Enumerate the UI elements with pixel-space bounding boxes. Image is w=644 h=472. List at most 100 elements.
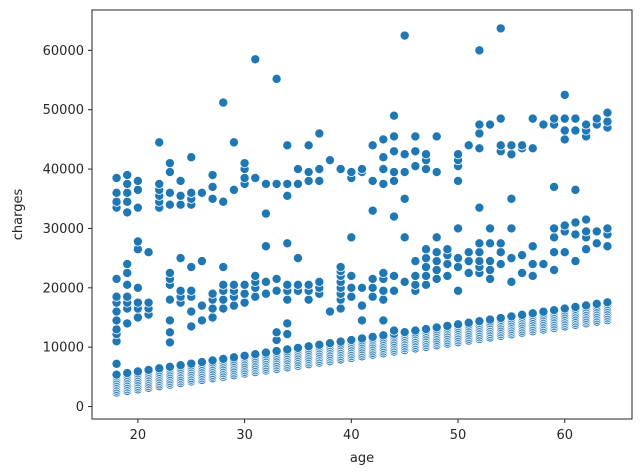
data-point — [143, 364, 154, 375]
data-point — [431, 264, 442, 275]
data-point — [389, 167, 400, 178]
data-point — [282, 329, 293, 340]
data-point — [474, 45, 485, 56]
data-point — [292, 279, 303, 290]
data-point — [164, 158, 175, 169]
data-point — [570, 256, 581, 267]
data-point — [559, 220, 570, 231]
data-point — [378, 267, 389, 278]
data-point — [389, 110, 400, 121]
y-axis: 0 10000 20000 30000 40000 50000 60000 — [43, 44, 92, 415]
data-point — [111, 358, 122, 369]
data-point — [228, 300, 239, 311]
data-point — [485, 119, 496, 130]
data-point — [495, 238, 506, 249]
data-point — [506, 149, 517, 160]
data-point — [421, 149, 432, 160]
data-point — [506, 253, 517, 264]
data-point — [154, 137, 165, 148]
data-point — [549, 264, 560, 275]
data-point — [570, 184, 581, 195]
y-tick-label: 20000 — [43, 281, 84, 296]
data-point — [132, 312, 143, 323]
data-point — [218, 262, 229, 273]
data-point — [431, 256, 442, 267]
data-point — [282, 190, 293, 201]
data-point — [303, 341, 314, 352]
data-point — [581, 300, 592, 311]
data-point — [271, 178, 282, 189]
data-point — [463, 247, 474, 258]
data-point — [559, 113, 570, 124]
data-point — [506, 276, 517, 287]
data-point — [399, 232, 410, 243]
data-point — [132, 297, 143, 308]
data-point — [538, 259, 549, 270]
data-point — [485, 238, 496, 249]
data-point — [175, 199, 186, 210]
data-point — [378, 285, 389, 296]
data-point — [196, 256, 207, 267]
data-point — [506, 311, 517, 322]
data-point — [474, 247, 485, 258]
data-point — [591, 226, 602, 237]
data-point — [442, 244, 453, 255]
y-tick-label: 30000 — [43, 222, 84, 237]
data-point — [154, 363, 165, 374]
y-axis-label: charges — [11, 189, 26, 241]
data-point — [442, 320, 453, 331]
x-tick-label: 50 — [450, 428, 467, 443]
data-point — [485, 264, 496, 275]
data-point — [474, 143, 485, 154]
data-point — [122, 187, 133, 198]
data-point — [111, 306, 122, 317]
data-point — [389, 211, 400, 222]
data-point — [111, 196, 122, 207]
data-point — [495, 140, 506, 151]
data-point — [271, 273, 282, 284]
data-point — [164, 294, 175, 305]
data-point — [335, 164, 346, 175]
data-point — [132, 236, 143, 247]
data-point — [356, 164, 367, 175]
data-point — [186, 152, 197, 163]
data-point — [186, 321, 197, 332]
data-point — [389, 270, 400, 281]
data-points — [111, 23, 613, 398]
data-point — [378, 178, 389, 189]
data-point — [506, 193, 517, 204]
data-point — [367, 291, 378, 302]
data-point — [175, 253, 186, 264]
data-point — [186, 262, 197, 273]
data-point — [132, 202, 143, 213]
data-point — [122, 178, 133, 189]
data-point — [378, 330, 389, 341]
data-point — [164, 327, 175, 338]
data-point — [164, 361, 175, 372]
data-point — [378, 315, 389, 326]
y-tick-label: 0 — [76, 400, 84, 415]
data-point — [282, 140, 293, 151]
data-point — [421, 262, 432, 273]
data-point — [570, 125, 581, 136]
data-point — [602, 107, 613, 118]
x-axis: 20 30 40 50 60 — [130, 419, 573, 443]
data-point — [346, 232, 357, 243]
data-point — [410, 279, 421, 290]
data-point — [463, 140, 474, 151]
data-point — [111, 187, 122, 198]
data-point — [260, 178, 271, 189]
data-point — [602, 223, 613, 234]
data-point — [367, 273, 378, 284]
data-point — [271, 346, 282, 357]
data-point — [474, 316, 485, 327]
data-point — [495, 247, 506, 258]
data-point — [559, 89, 570, 100]
data-point — [132, 175, 143, 186]
data-point — [186, 187, 197, 198]
data-point — [260, 288, 271, 299]
data-point — [314, 128, 325, 139]
data-point — [527, 241, 538, 252]
data-point — [260, 208, 271, 219]
